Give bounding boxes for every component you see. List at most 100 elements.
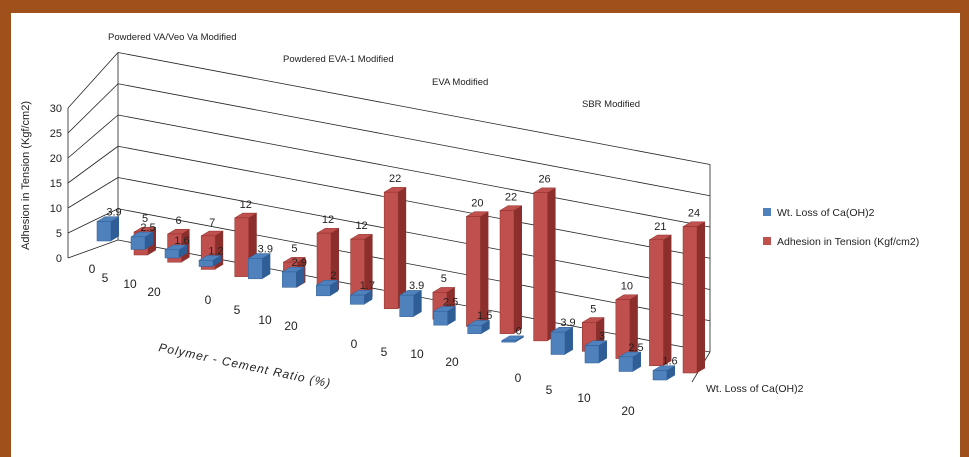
data-label-wtloss-13: 3 xyxy=(599,331,605,343)
bar-wtloss-11-side xyxy=(515,335,524,343)
gridline-back-2 xyxy=(117,177,711,290)
data-label-wtloss-9: 2.5 xyxy=(443,296,458,308)
data-label-wtloss-1: 2.5 xyxy=(140,222,155,234)
ytick-label-0: 0 xyxy=(56,253,62,265)
bar-adhesion-15-side xyxy=(697,221,705,373)
frame-top xyxy=(0,0,969,13)
gridline-left-0 xyxy=(67,239,119,259)
gridline-left-5 xyxy=(67,83,119,134)
bar-wtloss-11 xyxy=(501,340,516,343)
bar-adhesion-7 xyxy=(383,191,399,310)
frame-left xyxy=(0,13,11,457)
ytick-label-3: 15 xyxy=(50,178,62,190)
bar-wtloss-8-side xyxy=(413,290,422,317)
data-label-wtloss-4: 3.9 xyxy=(258,243,273,255)
ytick-label-1: 5 xyxy=(56,228,62,240)
gridline-left-1 xyxy=(67,208,119,234)
x-tick-label-15: 20 xyxy=(621,404,635,418)
bar-wtloss-14-side xyxy=(632,352,641,372)
bar-adhesion-10 xyxy=(499,210,515,334)
data-label-wtloss-6: 2 xyxy=(330,270,336,282)
bar-wtloss-5-side xyxy=(296,267,305,288)
bar-wtloss-15 xyxy=(652,370,668,381)
bar-adhesion-5-side xyxy=(331,228,339,295)
bar-adhesion-11 xyxy=(533,192,548,342)
x-tick-label-9: 5 xyxy=(381,345,388,359)
x-tick-label-12: 0 xyxy=(515,371,522,385)
bar-wtloss-4-side xyxy=(262,253,271,279)
ytick-label-5: 25 xyxy=(50,128,62,140)
x-tick-label-2: 10 xyxy=(123,277,137,291)
data-label-adhesion-15: 24 xyxy=(688,208,700,220)
bar-adhesion-3 xyxy=(234,217,249,277)
data-label-adhesion-0: 5 xyxy=(142,213,148,225)
bar-wtloss-14 xyxy=(618,356,634,372)
bar-adhesion-10-side xyxy=(514,205,522,334)
bar-adhesion-15 xyxy=(682,226,698,374)
x-tick-label-8: 0 xyxy=(351,337,358,351)
data-label-adhesion-14: 21 xyxy=(654,221,666,233)
data-label-adhesion-5: 12 xyxy=(322,214,334,226)
data-label-adhesion-12: 5 xyxy=(590,303,596,315)
data-label-adhesion-2: 7 xyxy=(209,217,215,229)
x-tick-label-10: 10 xyxy=(410,347,424,361)
bar-wtloss-10 xyxy=(467,324,482,334)
data-label-adhesion-8: 5 xyxy=(441,273,447,285)
group-label-2: EVA Modified xyxy=(432,77,488,88)
bar-adhesion-9-side xyxy=(480,211,489,327)
bar-wtloss-4 xyxy=(248,258,263,280)
data-label-adhesion-13: 10 xyxy=(621,281,633,293)
data-label-adhesion-3: 12 xyxy=(240,199,252,211)
bar-wtloss-13 xyxy=(584,345,600,364)
bar-adhesion-14-side xyxy=(663,234,672,366)
x-tick-label-3: 20 xyxy=(147,285,161,299)
bar-wtloss-5 xyxy=(282,271,297,288)
gridline-left-4 xyxy=(67,114,119,159)
bar-adhesion-13-side xyxy=(629,294,638,359)
x-tick-label-5: 5 xyxy=(234,303,241,317)
gridline-left-2 xyxy=(67,177,119,209)
bar-wtloss-13-side xyxy=(598,340,607,363)
bar-wtloss-12-side xyxy=(564,327,573,355)
data-label-adhesion-6: 12 xyxy=(355,220,367,232)
data-label-adhesion-1: 6 xyxy=(176,215,182,227)
bar-wtloss-1 xyxy=(130,236,146,250)
data-label-wtloss-12: 3.9 xyxy=(560,317,575,329)
data-label-wtloss-8: 3.9 xyxy=(409,280,424,292)
bar-wtloss-3 xyxy=(198,260,214,267)
bar-wtloss-3-side xyxy=(213,255,222,267)
gridline-back-4 xyxy=(117,114,711,228)
bar-adhesion-14 xyxy=(649,239,664,367)
legend-label-adhesion: Adhesion in Tension (Kgf/cm2) xyxy=(777,236,919,248)
legend-label-wtloss: Wt. Loss of Ca(OH)2 xyxy=(777,207,875,219)
bar-wtloss-9 xyxy=(433,311,448,326)
gridline-back-5 xyxy=(117,83,711,197)
bar-wtloss-2-side xyxy=(179,245,188,259)
bar-wtloss-9-side xyxy=(447,306,456,326)
group-label-0: Powdered VA/Veo Va Modified xyxy=(108,32,237,43)
legend-swatch-adhesion xyxy=(763,237,771,245)
data-label-adhesion-9: 20 xyxy=(471,197,483,209)
data-label-wtloss-15: 1.6 xyxy=(662,356,677,368)
bar-wtloss-15-side xyxy=(667,365,675,380)
bar-wtloss-0-side xyxy=(111,216,119,241)
data-label-wtloss-11: 0 xyxy=(516,326,522,338)
bar-wtloss-0 xyxy=(96,221,112,242)
x-tick-label-6: 10 xyxy=(258,313,272,327)
data-label-wtloss-0: 3.9 xyxy=(106,207,121,219)
x-tick-label-0: 0 xyxy=(89,262,96,276)
data-label-wtloss-5: 2.9 xyxy=(292,257,307,269)
x-tick-label-13: 5 xyxy=(546,383,553,397)
ytick-label-2: 10 xyxy=(50,203,62,215)
bar-wtloss-7 xyxy=(350,294,365,305)
data-label-wtloss-7: 1.7 xyxy=(360,280,375,292)
ytick-label-6: 30 xyxy=(50,103,62,115)
gridline-back-3 xyxy=(117,145,711,259)
data-label-wtloss-10: 1.5 xyxy=(477,310,492,322)
data-label-wtloss-14: 2.5 xyxy=(628,342,643,354)
gridline-left-3 xyxy=(67,145,119,184)
bar-wtloss-10-side xyxy=(481,320,490,334)
x-tick-label-1: 5 xyxy=(102,271,109,285)
